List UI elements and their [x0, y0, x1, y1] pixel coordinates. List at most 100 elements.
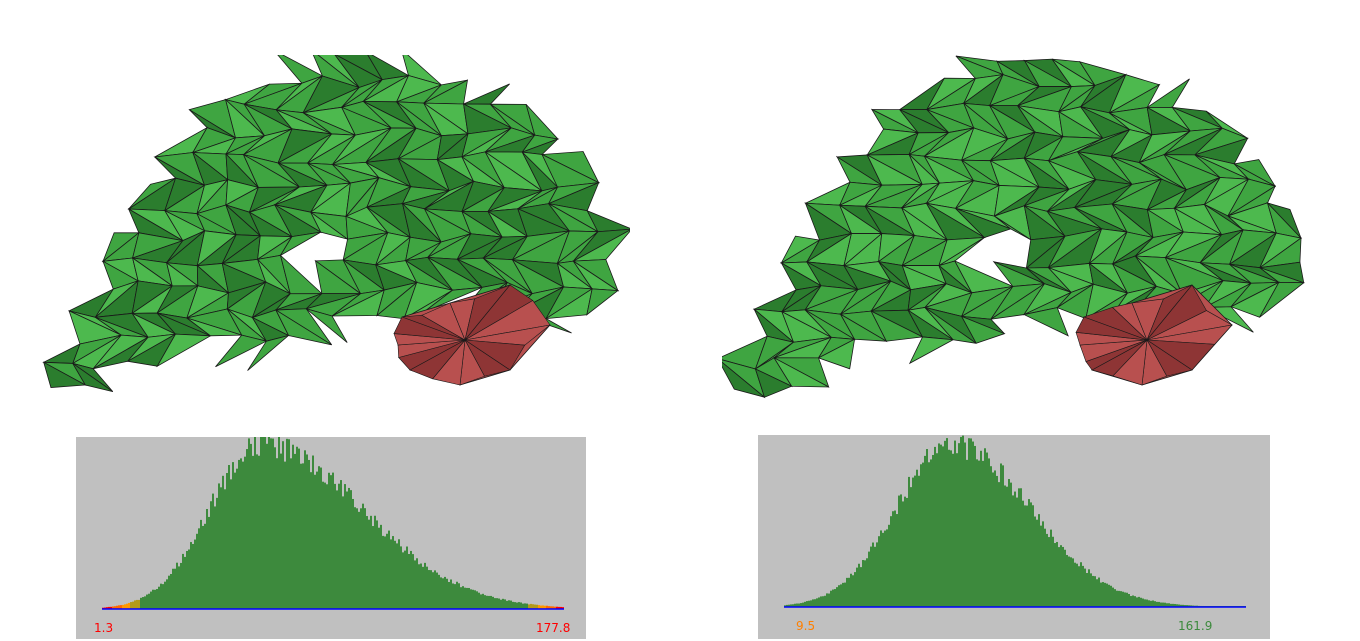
histogram-bar — [852, 575, 854, 607]
histogram-bar — [1094, 576, 1096, 607]
histogram-bar — [1120, 591, 1122, 607]
histogram-bar — [450, 579, 452, 609]
histogram-bar — [1140, 597, 1142, 607]
mesh-view-right — [722, 55, 1305, 399]
histogram-bar — [538, 605, 540, 609]
histogram-bar — [884, 530, 886, 607]
histogram-bar — [430, 570, 432, 609]
histogram-bar — [952, 453, 954, 607]
histogram-bar — [882, 532, 884, 607]
histogram-bar — [492, 596, 494, 609]
histogram-bar — [904, 496, 906, 607]
histogram-bar — [876, 542, 878, 607]
histogram-bar — [142, 597, 144, 609]
histogram-bar — [206, 508, 208, 609]
histogram-right: 9.5 161.9 — [758, 435, 1270, 639]
histogram-bar — [1080, 562, 1082, 607]
histogram-bar — [560, 606, 562, 609]
defect-triangle — [1075, 316, 1148, 341]
histogram-bar — [482, 593, 484, 609]
histogram-bar — [982, 460, 984, 607]
histogram-bar — [228, 465, 230, 609]
histogram-bar — [358, 511, 360, 609]
histogram-bar — [316, 471, 318, 609]
histogram-bar — [114, 606, 116, 609]
histogram-bar — [210, 501, 212, 609]
histogram-bar — [166, 579, 168, 609]
histogram-bar — [838, 585, 840, 607]
histogram-bar — [1156, 601, 1158, 607]
histogram-bar — [256, 454, 258, 609]
histogram-bar — [916, 469, 918, 607]
histogram-bar — [214, 506, 216, 609]
histogram-bar — [180, 562, 182, 609]
histogram-bar — [1108, 584, 1110, 607]
histogram-bar — [1158, 601, 1160, 607]
histogram-bar — [392, 536, 394, 609]
histogram-bar — [182, 553, 184, 609]
mesh-triangle — [43, 361, 87, 388]
histogram-bar — [236, 468, 238, 609]
mesh-triangle — [310, 211, 348, 240]
histogram-bar — [144, 596, 146, 609]
histogram-bar — [552, 606, 554, 609]
histogram-bar — [1112, 587, 1114, 607]
histogram-bar — [972, 441, 974, 607]
histogram-bar — [130, 602, 132, 609]
histogram-bar — [970, 438, 972, 607]
histogram-bar — [856, 567, 858, 607]
histogram-bar — [1032, 505, 1034, 607]
histogram-bar — [556, 606, 558, 609]
histogram-bar — [312, 455, 314, 609]
histogram-bar — [978, 460, 980, 607]
mesh-triangle — [1022, 307, 1069, 337]
histogram-bar — [1160, 602, 1162, 607]
histogram-bar — [468, 587, 470, 609]
histogram-bar — [890, 516, 892, 607]
histogram-bar — [272, 438, 274, 609]
histogram-bar — [1062, 546, 1064, 607]
histogram-bar — [496, 598, 498, 609]
histogram-bar — [216, 497, 218, 609]
histogram-bar — [334, 483, 336, 609]
histogram-bar — [954, 440, 956, 607]
histogram-bar — [912, 477, 914, 607]
histogram-bar — [164, 581, 166, 609]
histogram-bar — [842, 582, 844, 607]
histogram-bar — [306, 454, 308, 609]
mesh-triangle — [839, 313, 887, 342]
histogram-bar — [546, 605, 548, 609]
histogram-bar — [270, 438, 272, 609]
histogram-bar — [808, 600, 810, 607]
histogram-bar — [422, 566, 424, 609]
mesh-triangle — [247, 335, 289, 371]
histogram-right-max-label: 161.9 — [1178, 619, 1213, 633]
histogram-bar — [962, 435, 964, 607]
histogram-bar — [1154, 601, 1156, 607]
histogram-bar — [960, 436, 962, 607]
histogram-bar — [466, 587, 468, 609]
histogram-bar — [892, 511, 894, 607]
histogram-bar — [344, 484, 346, 609]
histogram-bar — [380, 524, 382, 609]
histogram-bar — [500, 599, 502, 609]
histogram-bar — [936, 453, 938, 607]
histogram-bar — [1190, 605, 1192, 607]
histogram-bar — [490, 595, 492, 609]
histogram-bar — [536, 604, 538, 609]
histogram-bar — [162, 584, 164, 609]
histogram-bar — [1020, 488, 1022, 607]
histogram-bar — [1044, 528, 1046, 607]
histogram-bar — [280, 453, 282, 609]
histogram-bar — [880, 530, 882, 607]
histogram-bar — [1166, 603, 1168, 607]
histogram-bar — [1106, 583, 1108, 607]
histogram-bar — [510, 600, 512, 609]
histogram-bar — [888, 524, 890, 607]
histogram-bar — [1068, 556, 1070, 607]
histogram-bar — [478, 592, 480, 609]
mesh-triangle — [215, 334, 268, 368]
histogram-bar — [444, 576, 446, 609]
histogram-bar — [1174, 603, 1176, 607]
histogram-bar — [558, 606, 560, 609]
